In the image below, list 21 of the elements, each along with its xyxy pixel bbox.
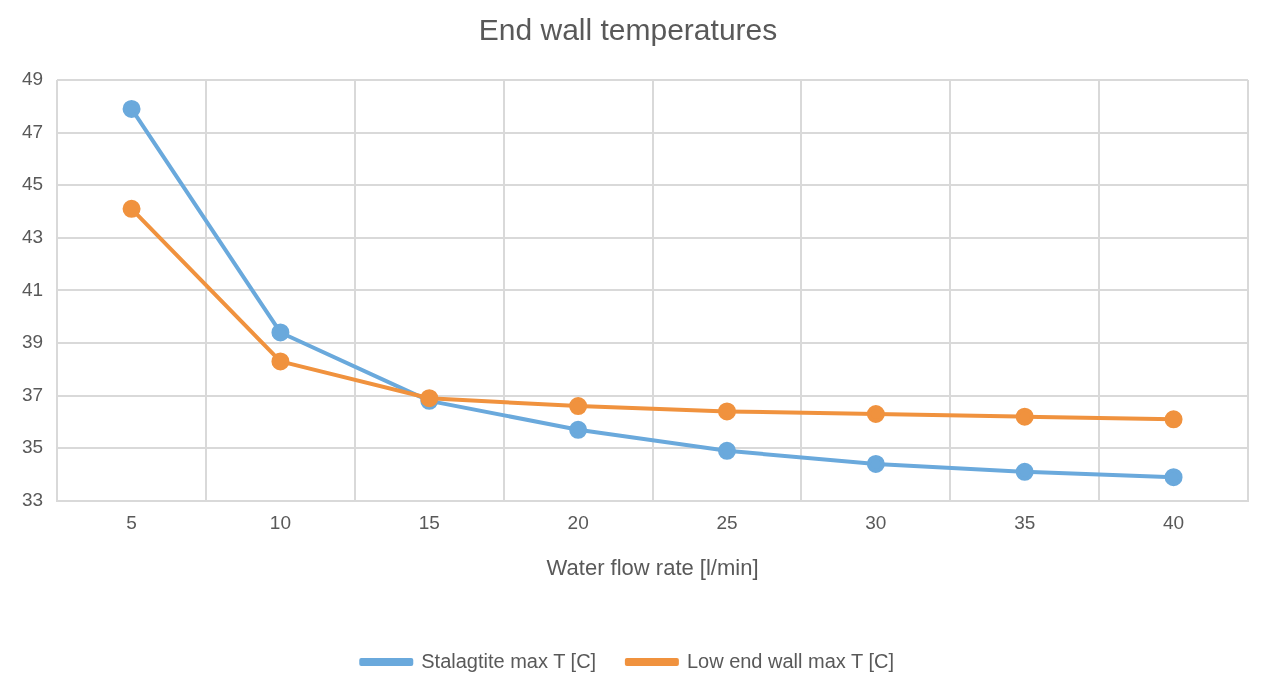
x-tick-label: 30 (865, 512, 887, 534)
x-tick-label: 15 (418, 512, 440, 534)
x-tick-label: 40 (1163, 512, 1185, 534)
x-axis-title: Water flow rate [l/min] (546, 554, 759, 580)
x-tick-label: 25 (716, 512, 738, 534)
y-tick-label: 49 (21, 68, 44, 90)
y-tick-label: 45 (21, 173, 44, 195)
y-tick-label: 47 (21, 120, 44, 142)
x-tick-label: 5 (126, 512, 137, 534)
x-tick-label: 35 (1014, 512, 1036, 534)
x-tick-label: 20 (567, 512, 589, 534)
y-tick-label: 33 (21, 489, 44, 511)
chart-title: End wall temperatures (478, 13, 778, 47)
x-tick-label: 10 (269, 512, 291, 534)
y-tick-label: 39 (21, 331, 44, 353)
y-tick-label: 43 (21, 226, 44, 248)
y-tick-label: 35 (21, 436, 44, 458)
legend-label: Stalagtite max T [C] (421, 649, 597, 672)
y-tick-label: 37 (21, 383, 44, 405)
legend-label: Low end wall max T [C] (686, 649, 895, 672)
y-tick-label: 41 (21, 278, 44, 300)
